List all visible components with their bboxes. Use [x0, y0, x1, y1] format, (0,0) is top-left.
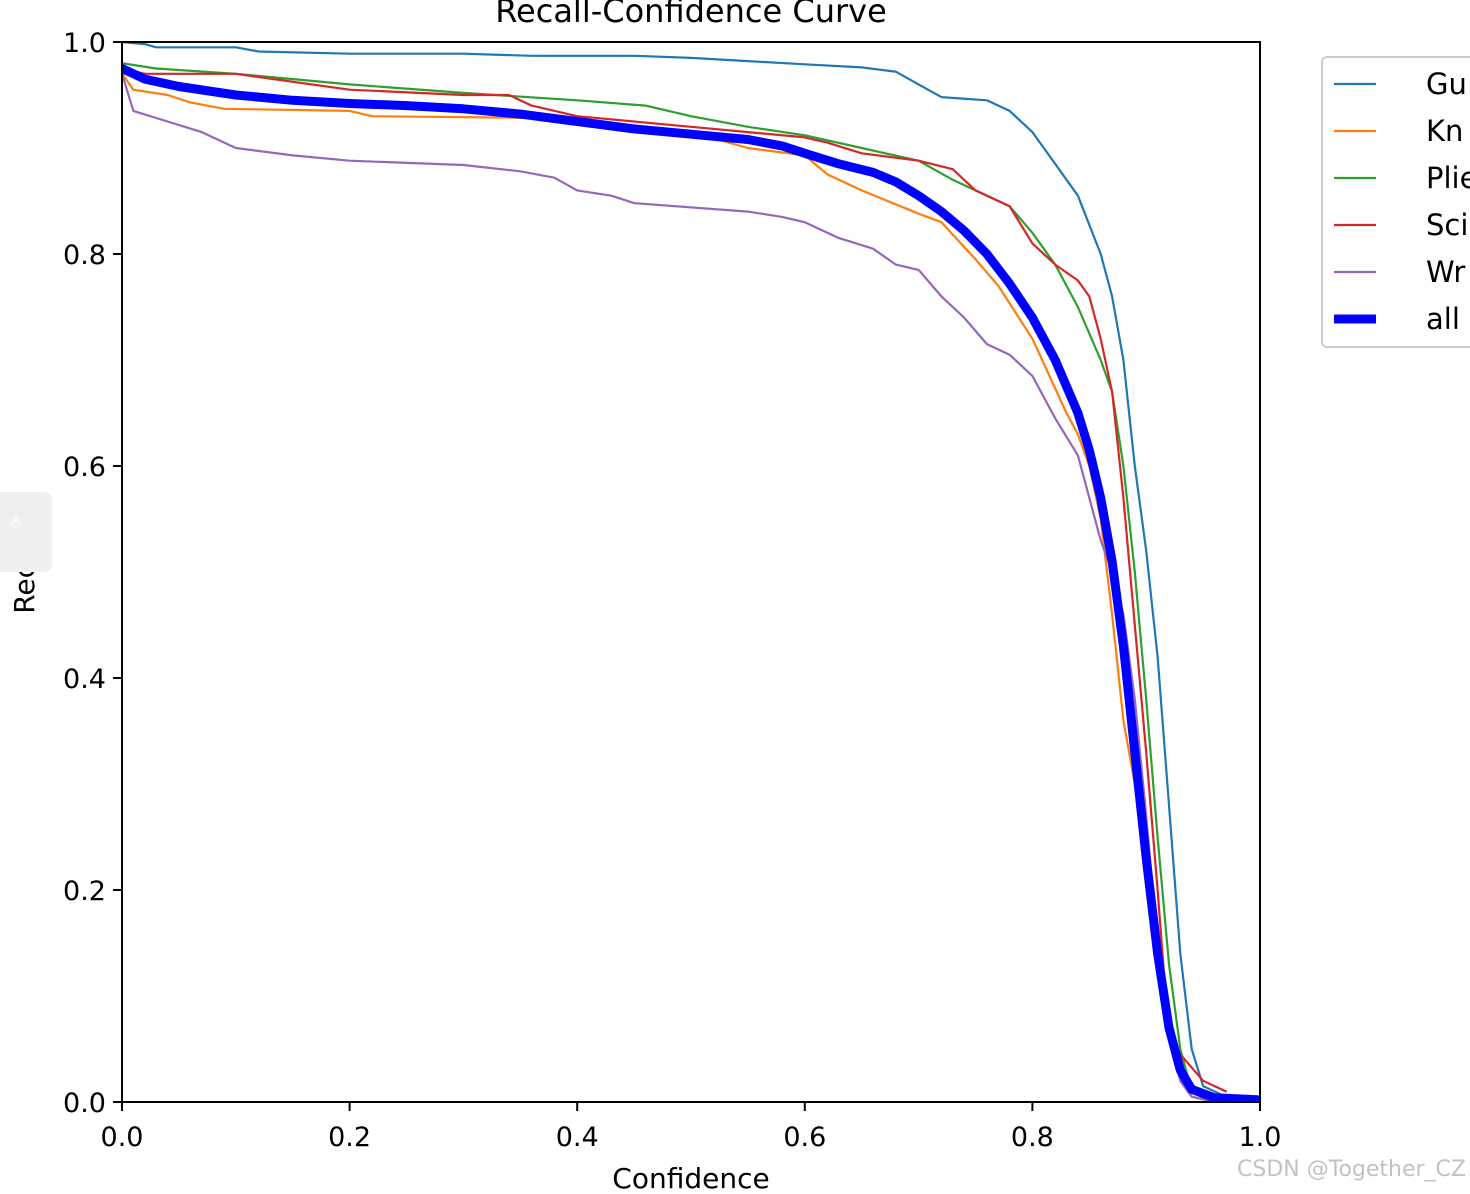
plot-lines: [122, 40, 1260, 1102]
y-tick-label: 0.6: [63, 452, 106, 483]
plot-frame: [121, 41, 1261, 1103]
x-tick-label: 0.4: [556, 1122, 599, 1153]
watermark: CSDN @Together_CZ: [1237, 1157, 1466, 1182]
y-tick-label: 0.4: [63, 664, 106, 695]
series-line-sci: [122, 67, 1227, 1093]
x-tick-label: 0.0: [101, 1122, 144, 1153]
series-line-gu: [122, 40, 1260, 1101]
x-axis-label: Confidence: [612, 1162, 769, 1194]
legend-label-wr: Wr: [1426, 255, 1465, 289]
x-tick-label: 0.2: [328, 1122, 371, 1153]
side-panel-tab[interactable]: [0, 492, 52, 572]
legend-entries: Gu Kn Plie Sci Wr all: [1334, 67, 1470, 336]
x-tick-label: 0.6: [783, 1122, 826, 1153]
chevron-up-icon: [10, 517, 22, 526]
legend-label-gu: Gu: [1426, 67, 1467, 101]
y-tick-label: 1.0: [63, 28, 106, 59]
chart-title: Recall-Confidence Curve: [495, 0, 887, 30]
legend-box: [1321, 56, 1470, 348]
series-line-wr: [122, 72, 1216, 1102]
x-tick-label: 0.8: [1011, 1122, 1054, 1153]
y-tick-label: 0.0: [63, 1088, 106, 1119]
legend-label-kn: Kn: [1426, 114, 1463, 148]
y-axis-ticks: 0.0 0.2 0.4 0.6 0.8 1.0: [63, 28, 122, 1119]
legend-label-all: all: [1426, 302, 1460, 336]
series-line-all: [122, 64, 1260, 1102]
y-tick-label: 0.2: [63, 876, 106, 907]
legend-label-sci: Sci: [1426, 208, 1468, 242]
x-axis-ticks: 0.0 0.2 0.4 0.6 0.8 1.0: [101, 1102, 1282, 1153]
legend-label-plie: Plie: [1426, 161, 1470, 195]
y-tick-label: 0.8: [63, 240, 106, 271]
x-tick-label: 1.0: [1239, 1122, 1282, 1153]
legend: Gu Kn Plie Sci Wr all: [1321, 56, 1470, 348]
